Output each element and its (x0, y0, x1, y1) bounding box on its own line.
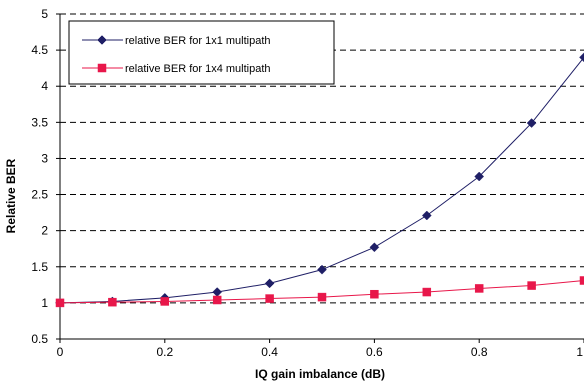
data-point (526, 118, 537, 128)
data-point (474, 284, 484, 293)
y-tick-label: 2 (41, 224, 48, 238)
x-tick-label: 0.6 (366, 345, 383, 359)
legend-item-1: relative BER for 1x1 multipath (82, 35, 271, 47)
series-layer (55, 52, 584, 308)
y-tick-label: 4.5 (31, 43, 48, 57)
data-point (370, 289, 379, 299)
series-1 (55, 52, 584, 308)
data-point (108, 297, 117, 307)
x-tick-label: 0.8 (471, 345, 488, 359)
x-tick-label: 1 (576, 345, 583, 359)
x-axis-title: IQ gain imbalance (dB) (255, 367, 385, 381)
y-tick-label: 1 (41, 296, 48, 310)
data-point (264, 278, 275, 289)
data-point (422, 287, 432, 297)
data-point (212, 287, 223, 297)
y-tick-label: 5 (41, 7, 48, 21)
legend-marker (97, 63, 107, 73)
data-point (421, 210, 432, 221)
legend-label: relative BER for 1x1 multipath (125, 35, 271, 47)
y-tick-label: 4 (41, 79, 48, 93)
data-point (55, 298, 65, 308)
y-axis-title: Relative BER (4, 158, 18, 233)
data-point (317, 292, 327, 302)
data-point (369, 242, 380, 253)
series-2 (55, 276, 584, 308)
data-point (317, 264, 327, 275)
x-tick-label: 0 (57, 345, 64, 359)
legend-item-2: relative BER for 1x4 multipath (82, 63, 271, 75)
y-tick-label: 0.5 (31, 332, 48, 346)
x-tick-label: 0.4 (261, 345, 278, 359)
legend-label: relative BER for 1x4 multipath (125, 63, 271, 75)
data-point (212, 295, 222, 305)
y-tick-label: 2.5 (31, 188, 48, 202)
data-point (265, 294, 274, 303)
y-tick-label: 3.5 (31, 115, 48, 129)
data-point (527, 281, 536, 290)
legend-marker (97, 35, 107, 45)
legend: relative BER for 1x1 multipath relative B… (68, 20, 335, 85)
data-point (474, 171, 485, 182)
data-point (579, 52, 584, 63)
x-tick-label: 0.2 (156, 345, 173, 359)
y-tick-label: 1.5 (31, 260, 48, 274)
y-tick-label: 3 (41, 151, 48, 165)
axes-layer: 0.5 1 1.5 2 2.5 3 3.5 4 4.5 5 0 0.2 0.4 0.6 0.8 1 (31, 7, 584, 359)
data-point (579, 276, 584, 285)
legend-box (68, 20, 335, 85)
data-point (160, 297, 170, 306)
